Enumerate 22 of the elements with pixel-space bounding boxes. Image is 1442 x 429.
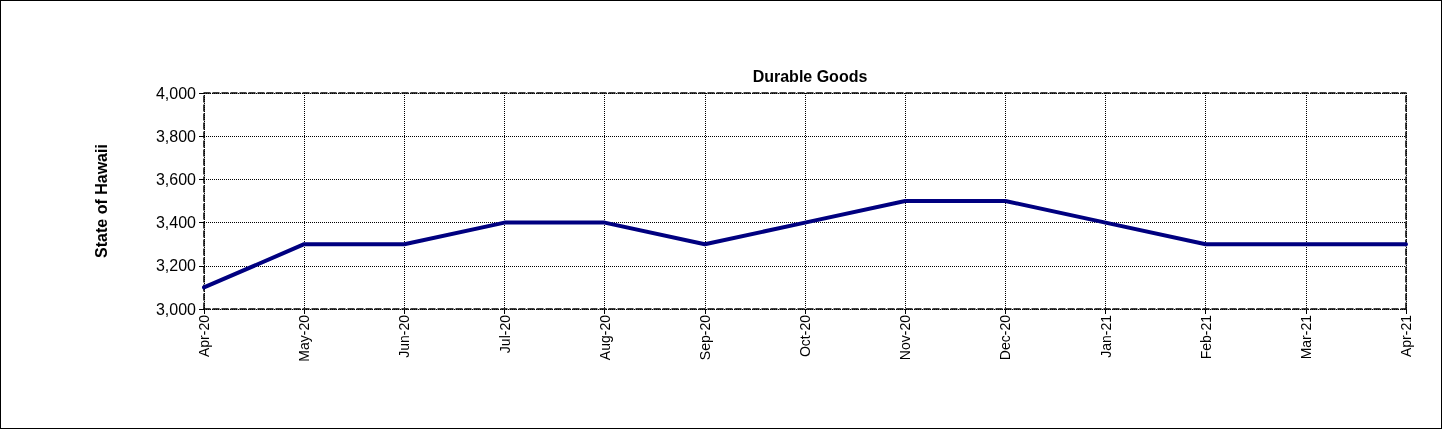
x-tick-label: Mar-21 <box>1297 314 1314 360</box>
x-tick-label: May-20 <box>296 314 313 362</box>
y-tick-label: 3,400 <box>155 214 197 232</box>
x-tick-label: Oct-20 <box>797 314 813 358</box>
x-tick-label: Jul-20 <box>496 314 513 354</box>
line-series <box>202 199 1408 290</box>
y-tick-label: 3,600 <box>155 170 197 188</box>
chart-title: Durable Goods <box>752 67 868 85</box>
x-tick-label: Jun-20 <box>396 314 413 358</box>
x-tick-label: Apr-21 <box>1398 314 1414 358</box>
x-tick-label: Feb-21 <box>1197 314 1214 360</box>
y-tick-label: 3,200 <box>155 257 197 275</box>
y-tick-label: 3,000 <box>155 300 197 318</box>
x-tick-label: Sep-20 <box>696 314 713 361</box>
y-axis-title: State of Hawaii <box>92 144 110 258</box>
x-tick-label: Nov-20 <box>897 314 914 361</box>
x-tick-label: Jan-21 <box>1097 314 1114 358</box>
x-tick-label: Apr-20 <box>196 314 212 358</box>
x-tick-label: Aug-20 <box>596 314 613 361</box>
y-tick-label: 3,800 <box>155 127 197 145</box>
y-tick-label: 4,000 <box>155 84 197 102</box>
x-tick-label: Dec-20 <box>997 314 1014 361</box>
